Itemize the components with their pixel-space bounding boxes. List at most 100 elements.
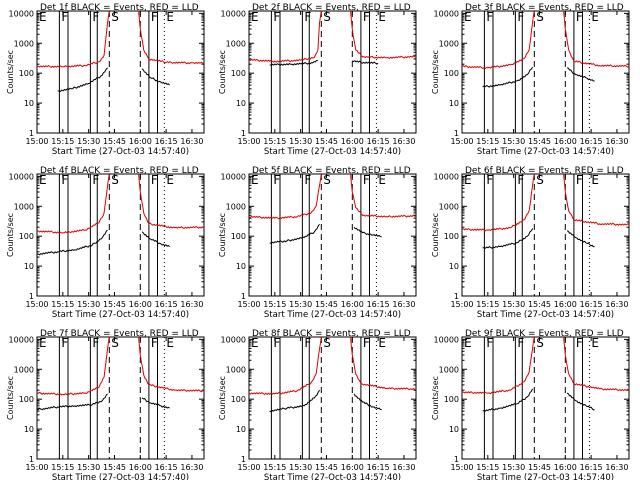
interval-marker-label: S — [323, 173, 331, 187]
interval-marker-label: F — [92, 10, 99, 24]
y-tick-label: 10000 — [434, 335, 459, 344]
y-tick-label: 10 — [449, 262, 459, 271]
interval-marker-label: F — [92, 173, 99, 187]
x-tick-label: 15:45 — [315, 463, 338, 472]
interval-marker-label: F — [61, 173, 68, 187]
interval-marker-label: F — [517, 336, 524, 350]
series-lld-line — [563, 336, 630, 392]
interval-marker-label: F — [517, 10, 524, 24]
y-axis-label: Counts/sec — [6, 213, 15, 257]
interval-marker-label: F — [363, 10, 370, 24]
y-tick-label: 1 — [29, 129, 34, 138]
panel-title: Det 8f BLACK = Events, RED = LLD — [252, 329, 411, 339]
y-tick-label: 10 — [24, 262, 34, 271]
y-tick-label: 100 — [19, 232, 34, 241]
y-axis-label: Counts/sec — [218, 376, 227, 420]
series-events-line — [482, 66, 534, 88]
interval-marker-label: E — [251, 336, 259, 350]
x-tick-label: 16:15 — [155, 300, 178, 309]
x-tick-label: 16:00 — [554, 137, 577, 146]
y-tick-label: 1000 — [14, 39, 34, 48]
x-tick-label: 15:30 — [77, 463, 100, 472]
interval-marker-label: S — [323, 336, 331, 350]
interval-marker-label: F — [304, 173, 311, 187]
series-events-line — [482, 388, 534, 412]
y-tick-label: 10000 — [221, 335, 246, 344]
series-lld-line — [563, 173, 630, 226]
y-axis-label: Counts/sec — [6, 376, 15, 420]
interval-marker-label: F — [517, 173, 524, 187]
y-axis-label: Counts/sec — [431, 213, 440, 257]
panel-title: Det 5f BLACK = Events, RED = LLD — [252, 166, 411, 176]
interval-marker-label: E — [39, 173, 47, 187]
plot-frame — [36, 10, 205, 134]
interval-marker-label: F — [363, 173, 370, 187]
interval-marker-label: F — [304, 10, 311, 24]
interval-marker-label: F — [61, 336, 68, 350]
interval-marker-label: E — [251, 10, 259, 24]
x-tick-label: 15:00 — [25, 137, 48, 146]
y-axis-label: Counts/sec — [431, 50, 440, 94]
x-tick-label: 15:45 — [103, 137, 126, 146]
y-tick-label: 10 — [449, 425, 459, 434]
x-axis-label: Start Time (27-Oct-03 14:57:40) — [52, 473, 189, 480]
plot-frame — [248, 10, 417, 134]
x-axis-label: Start Time (27-Oct-03 14:57:40) — [264, 473, 401, 480]
x-tick-label: 15:30 — [77, 300, 100, 309]
interval-marker-label: F — [486, 336, 493, 350]
x-tick-label: 15:30 — [77, 137, 100, 146]
y-tick-label: 10 — [449, 99, 459, 108]
series-lld-line — [350, 10, 417, 60]
series-lld-line — [138, 336, 205, 393]
interval-marker-label: E — [39, 10, 47, 24]
y-tick-label: 10000 — [221, 172, 246, 181]
y-tick-label: 100 — [444, 395, 459, 404]
y-tick-label: 1 — [241, 129, 246, 138]
x-tick-label: 15:00 — [450, 463, 473, 472]
y-tick-label: 100 — [444, 69, 459, 78]
x-tick-label: 16:30 — [605, 137, 628, 146]
series-events-line — [482, 228, 534, 249]
series-events-line — [36, 229, 108, 256]
plot-frame — [461, 10, 630, 134]
plot-frame — [36, 336, 205, 460]
series-lld-line — [138, 173, 205, 230]
series-events-line — [141, 231, 170, 247]
series-events-line — [141, 68, 170, 86]
y-tick-label: 1 — [241, 455, 246, 464]
x-tick-label: 15:30 — [289, 463, 312, 472]
x-axis-label: Start Time (27-Oct-03 14:57:40) — [52, 310, 189, 320]
series-events-line — [353, 393, 382, 411]
y-tick-label: 10 — [236, 262, 246, 271]
x-tick-label: 15:00 — [237, 300, 260, 309]
x-tick-label: 15:15 — [51, 137, 74, 146]
x-tick-label: 16:30 — [180, 463, 203, 472]
interval-marker-label: E — [378, 10, 386, 24]
series-lld-line — [36, 173, 110, 234]
x-tick-label: 16:30 — [605, 463, 628, 472]
y-tick-label: 100 — [231, 69, 246, 78]
panel-title: Det 7f BLACK = Events, RED = LLD — [40, 329, 199, 339]
y-axis-label: Counts/sec — [6, 50, 15, 94]
interval-marker-label: E — [591, 173, 599, 187]
x-tick-label: 16:00 — [129, 463, 152, 472]
interval-marker-label: E — [591, 336, 599, 350]
interval-marker-label: F — [273, 173, 280, 187]
x-tick-label: 15:15 — [51, 463, 74, 472]
series-lld-line — [36, 10, 110, 69]
series-events-line — [352, 60, 379, 65]
y-tick-label: 1000 — [226, 365, 246, 374]
series-lld-line — [138, 10, 204, 65]
interval-marker-label: F — [576, 10, 583, 24]
x-tick-label: 15:45 — [528, 463, 551, 472]
interval-marker-label: F — [273, 336, 280, 350]
x-axis-label: Start Time (27-Oct-03 14:57:40) — [264, 147, 401, 157]
x-tick-label: 15:30 — [502, 137, 525, 146]
x-tick-label: 15:15 — [476, 300, 499, 309]
x-tick-label: 15:45 — [315, 137, 338, 146]
interval-marker-label: F — [151, 10, 158, 24]
